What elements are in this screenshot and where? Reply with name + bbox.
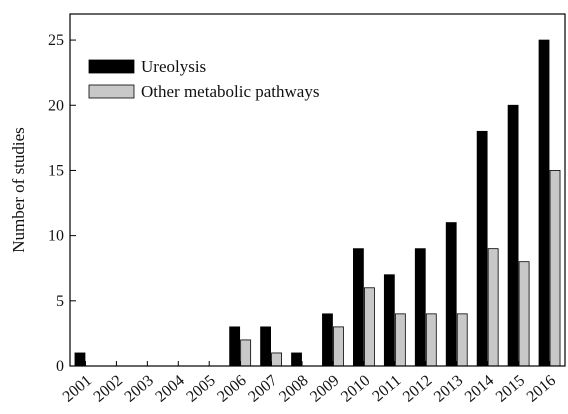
y-tick-label: 5 <box>56 293 64 310</box>
bar-ureolysis-2010 <box>353 248 364 367</box>
bar-ureolysis-2001 <box>74 352 86 367</box>
bar-ureolysis-2006 <box>229 326 241 367</box>
x-tick-label-2009: 2009 <box>307 372 342 406</box>
legend-swatch-other <box>88 84 135 99</box>
x-tick-label-2002: 2002 <box>91 372 126 406</box>
y-tick-label: 25 <box>48 32 64 49</box>
bar-other-2015 <box>518 261 530 367</box>
bar-ureolysis-2014 <box>476 130 488 367</box>
bar-ureolysis-2013 <box>445 222 457 367</box>
y-tick-label: 0 <box>56 358 64 375</box>
bar-ureolysis-2007 <box>260 326 271 367</box>
bar-ureolysis-2012 <box>414 248 426 367</box>
bar-other-2016 <box>549 170 561 367</box>
legend: Ureolysis Other metabolic pathways <box>88 57 319 101</box>
x-tick-label-2006: 2006 <box>214 372 249 406</box>
plot-frame <box>69 13 566 367</box>
bar-ureolysis-2011 <box>383 274 395 367</box>
x-tick-label-2013: 2013 <box>431 372 466 406</box>
legend-label-other: Other metabolic pathways <box>141 82 319 101</box>
bar-other-2009 <box>333 326 344 367</box>
bar-ureolysis-2008 <box>291 352 302 367</box>
bar-other-2010 <box>364 287 375 367</box>
x-tick-label-2005: 2005 <box>183 372 218 406</box>
bars-group <box>74 39 561 367</box>
x-tick-label-2011: 2011 <box>369 372 404 405</box>
x-tick-label-2010: 2010 <box>338 372 373 406</box>
bar-other-2006 <box>240 339 252 367</box>
y-tick-label: 15 <box>48 162 64 179</box>
bar-ureolysis-2009 <box>322 313 333 367</box>
x-tick-label-2008: 2008 <box>276 372 311 406</box>
x-tick-label-2016: 2016 <box>524 372 559 406</box>
x-tick-label-2014: 2014 <box>462 372 497 406</box>
x-tick-label-2012: 2012 <box>400 372 435 406</box>
bar-ureolysis-2015 <box>507 104 519 367</box>
y-tick-label: 20 <box>48 97 64 114</box>
x-tick-label-2003: 2003 <box>121 372 156 406</box>
x-tick-label-2015: 2015 <box>493 372 528 406</box>
bar-other-2011 <box>394 313 406 367</box>
bar-other-2007 <box>271 352 282 367</box>
legend-label-ureolysis: Ureolysis <box>141 57 206 76</box>
bar-other-2012 <box>425 313 437 367</box>
bar-other-2013 <box>456 313 468 367</box>
legend-swatch-ureolysis <box>88 59 135 74</box>
x-tick-label-2001: 2001 <box>60 372 95 406</box>
x-tick-label-2007: 2007 <box>245 372 280 406</box>
bar-ureolysis-2016 <box>538 39 550 367</box>
y-axis-title: Number of studies <box>9 127 28 253</box>
bar-other-2014 <box>487 248 499 367</box>
x-tick-label-2004: 2004 <box>152 372 187 406</box>
y-tick-label: 10 <box>48 228 64 245</box>
